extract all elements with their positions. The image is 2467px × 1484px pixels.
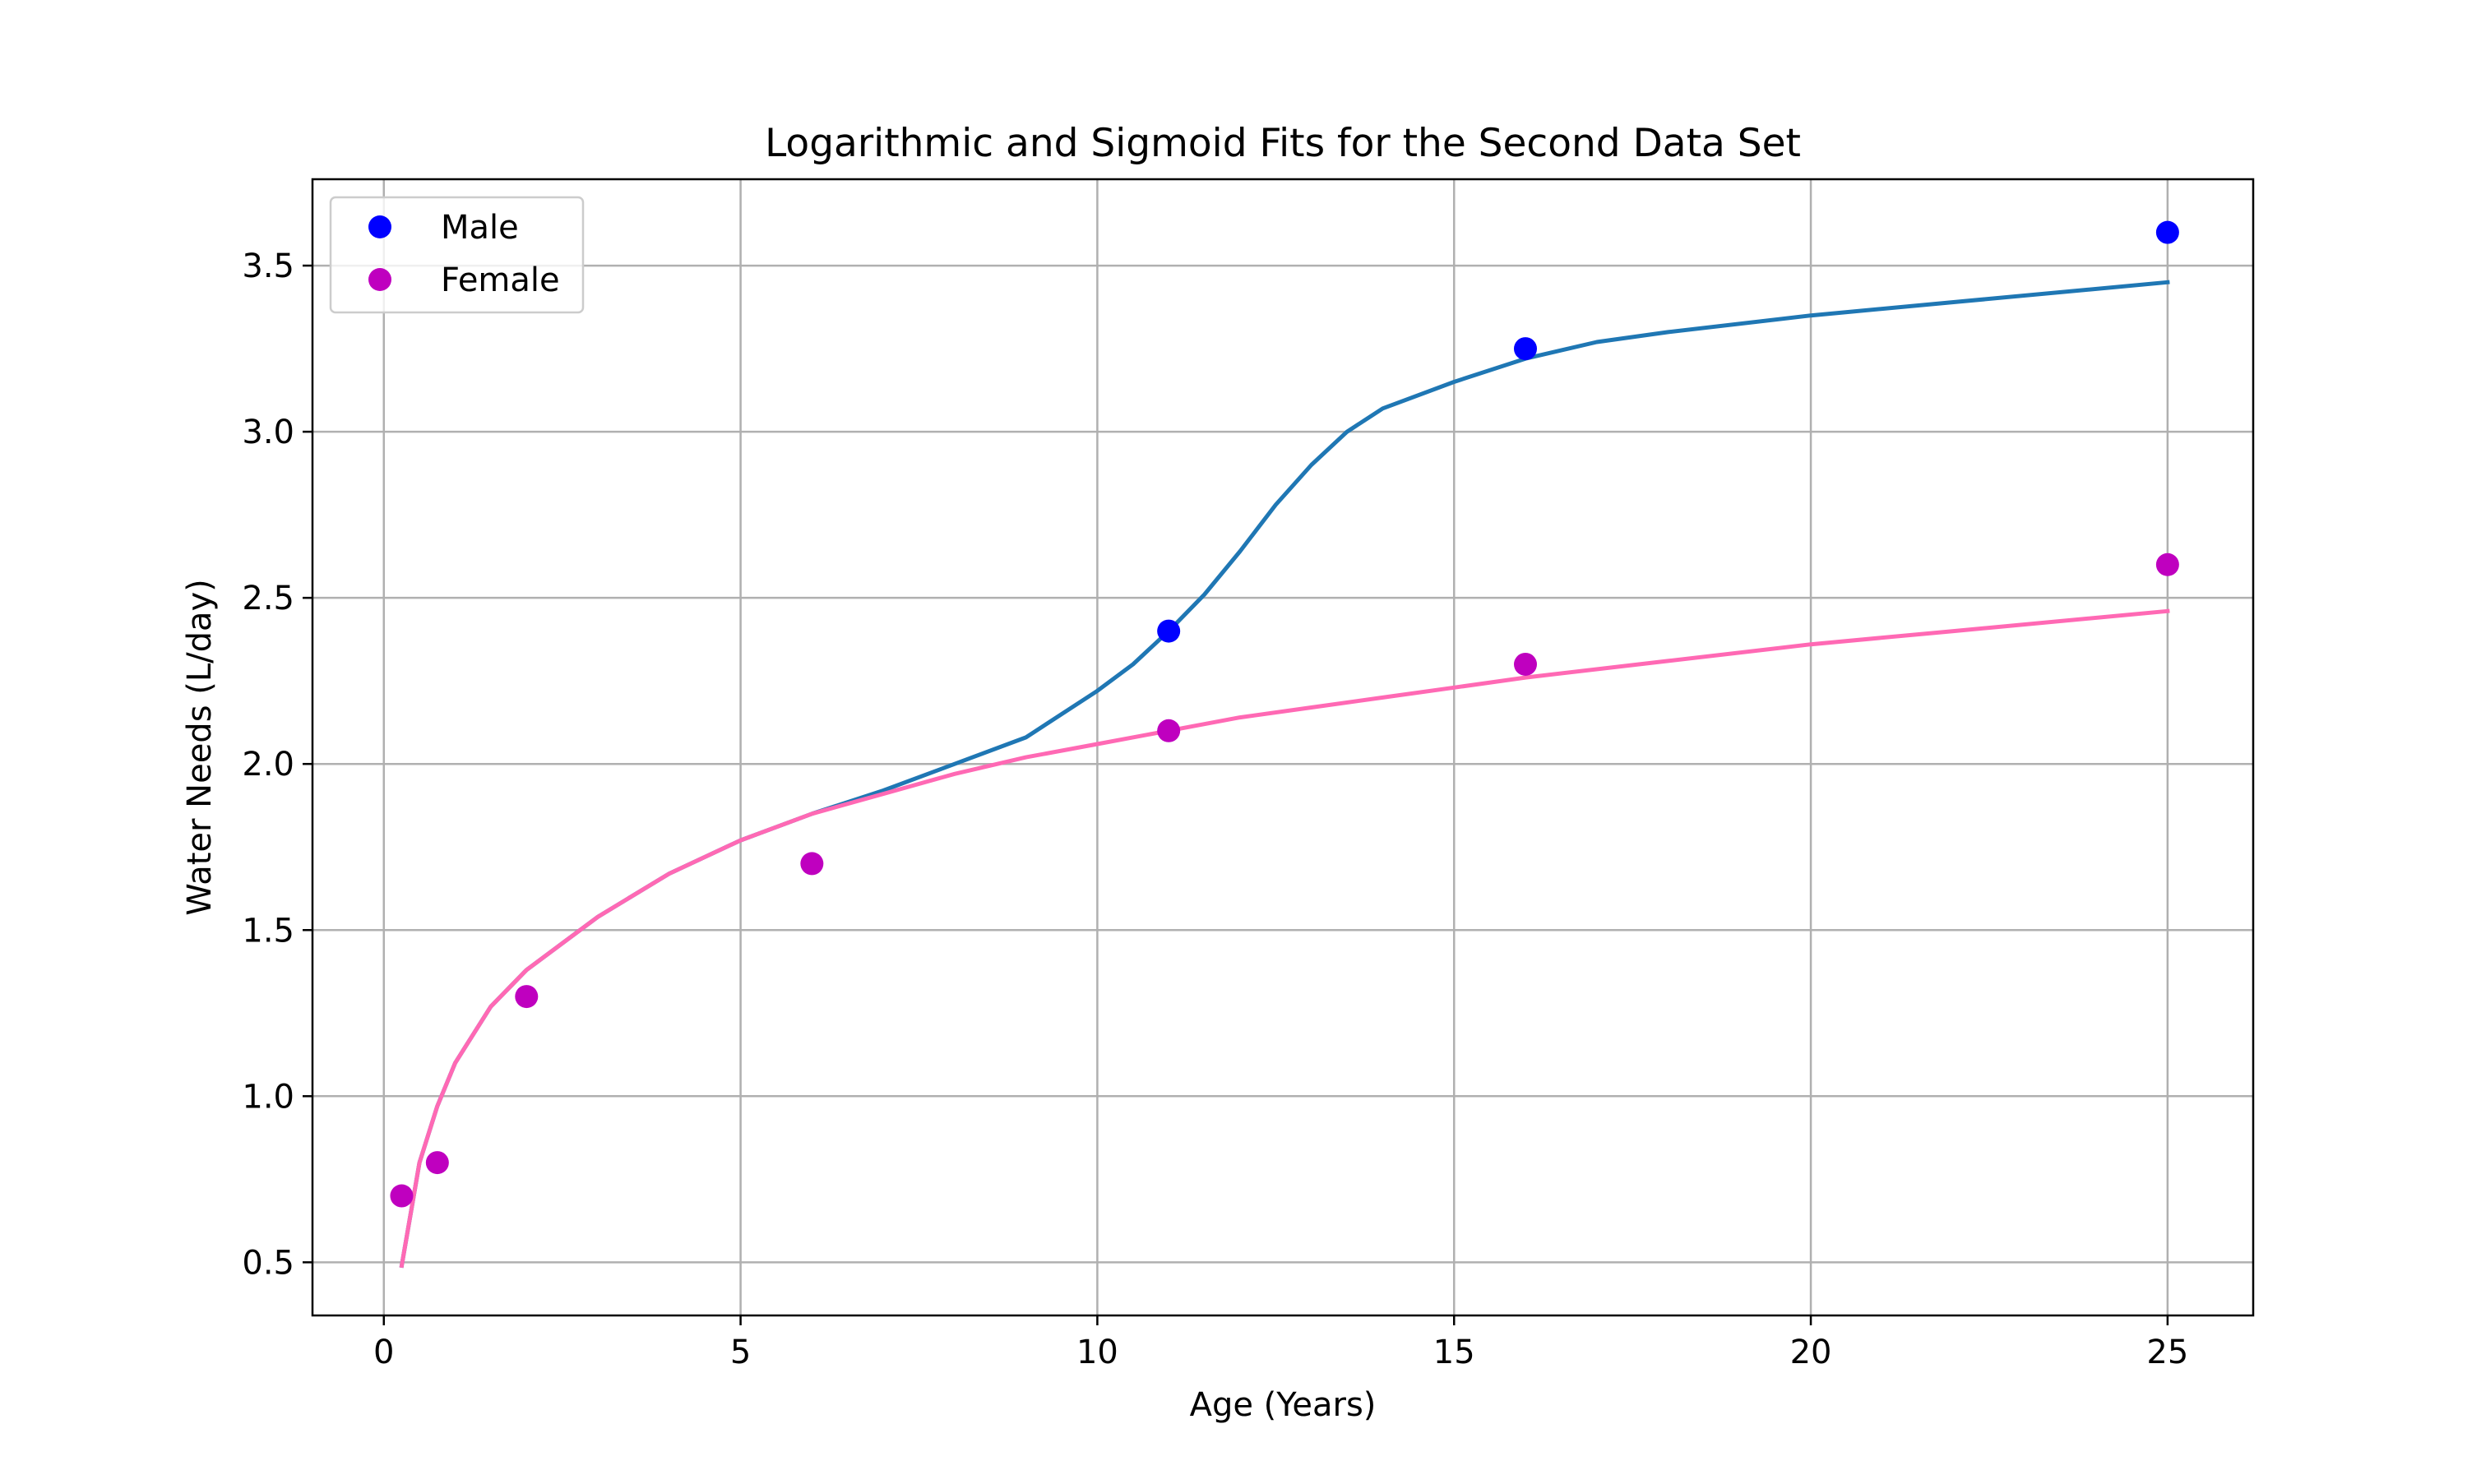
data-point-female [1514, 652, 1537, 676]
y-tick-label: 1.5 [242, 912, 294, 950]
x-tick-label: 20 [1790, 1334, 1832, 1371]
data-point-female [800, 852, 824, 876]
x-tick-label: 5 [730, 1334, 751, 1371]
points-layer [390, 220, 2179, 1208]
data-point-female [515, 985, 539, 1009]
y-tick-label: 3.5 [242, 247, 294, 285]
plot-frame [311, 178, 2255, 1317]
x-tick-label: 0 [373, 1334, 394, 1371]
data-point-male [2155, 220, 2179, 244]
ticks-layer: 0 5 10 15 20 25 0.5 1.0 1.5 2.0 2.5 3.0 3.5 [242, 247, 2188, 1371]
grid-layer [312, 179, 2253, 1315]
y-tick-label: 3.0 [242, 414, 294, 451]
y-tick-label: 0.5 [242, 1244, 294, 1282]
data-point-female [1157, 719, 1181, 742]
fit-lines-layer [399, 280, 2170, 1269]
legend-marker-female [368, 268, 391, 291]
y-tick-label: 2.5 [242, 580, 294, 617]
x-tick-label: 15 [1433, 1334, 1475, 1371]
logarithmic-fit-line [399, 608, 2170, 1269]
legend-box [329, 196, 585, 314]
data-point-male [1514, 337, 1537, 361]
y-tick-label: 2.0 [242, 746, 294, 784]
data-point-female [2155, 552, 2179, 576]
data-point-female [425, 1151, 449, 1175]
x-tick-label: 25 [2146, 1334, 2188, 1371]
x-axis-label: Age (Years) [1190, 1386, 1377, 1424]
legend-label-male: Male [441, 209, 519, 247]
legend-marker-male [368, 215, 391, 238]
y-tick-label: 1.0 [242, 1078, 294, 1116]
legend: Male Female [329, 196, 585, 314]
data-point-female [390, 1184, 414, 1208]
data-point-male [1157, 619, 1181, 643]
y-axis-label: Water Needs (L/day) [181, 579, 219, 916]
chart-title: Logarithmic and Sigmoid Fits for the Sec… [765, 121, 1801, 166]
legend-label-female: Female [441, 261, 560, 299]
x-tick-label: 10 [1076, 1334, 1118, 1371]
